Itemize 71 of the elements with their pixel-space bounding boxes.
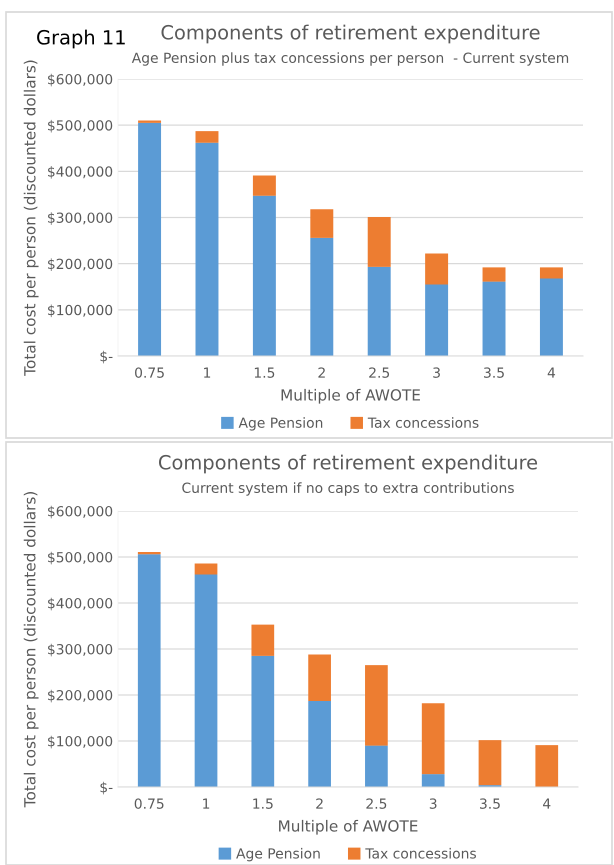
chart-title: Components of retirement expenditure [161,24,540,44]
x-tick-label: 4 [548,368,556,378]
legend-label: Age Pension [238,417,322,431]
x-tick-label: 2 [316,798,323,809]
y-tick-label: $- [100,350,112,364]
bar [478,740,502,786]
bar [540,278,563,356]
y-tick-label: $200,000 [48,258,112,271]
bar [368,217,391,267]
bar [310,238,334,356]
x-axis-title: Multiple of AWOTE [279,820,418,835]
bar [482,267,506,282]
x-tick-label: 2.5 [366,798,386,809]
bar [540,267,563,278]
chart-title: Components of retirement expenditure [158,454,538,474]
bar [138,122,162,356]
y-tick-label: $600,000 [48,506,112,518]
bar [368,266,391,356]
bar [365,746,388,787]
y-tick-label: $400,000 [48,598,112,610]
x-tick-label: 3 [430,798,436,809]
bar [422,703,445,774]
bar [425,284,448,356]
bar [138,554,161,787]
x-tick-label: 1 [204,368,210,378]
bar [310,209,334,238]
y-tick-label: $500,000 [48,120,112,132]
y-axis-title: Total cost per person (discounted dollars) [24,492,39,808]
x-tick-label: 3.5 [484,367,504,378]
y-tick-label: $- [100,782,112,794]
bar [251,656,274,787]
x-tick-label: 1 [203,798,210,809]
bar [425,254,448,284]
chart-subtitle: Current system if no caps to extra contributions [182,482,514,496]
bar [252,196,276,356]
y-axis-title: Total cost per person (discounted dollars) [24,60,39,376]
bar [196,142,218,356]
y-tick-label: $200,000 [48,690,112,702]
y-tick-label: $100,000 [48,304,112,318]
y-tick-label: $500,000 [48,552,112,564]
bar [535,745,558,787]
x-tick-label: 1.5 [254,368,274,378]
chart-subtitle: Age Pension plus tax concessions per person - Current system [132,52,568,66]
x-tick-label: 0.75 [134,798,164,809]
x-axis-title: Multiple of AWOTE [282,388,420,404]
bar [482,282,506,356]
y-tick-label: $300,000 [48,644,112,656]
bar [422,774,445,787]
x-tick-label: 1.5 [253,798,273,809]
y-tick-label: $300,000 [48,212,112,225]
bar [251,624,274,656]
x-tick-label: 0.75 [135,367,164,378]
x-tick-label: 2.5 [369,367,390,378]
bar [194,563,218,574]
bar [308,700,331,787]
bar [308,654,331,701]
bar [194,574,218,787]
x-tick-label: 3.5 [480,798,500,809]
legend-label: Age Pension [236,848,320,862]
bar [196,131,218,143]
bar [365,665,388,746]
x-tick-label: 2 [318,367,325,378]
legend-label: Tax concessions [368,417,478,428]
x-tick-label: 3 [433,367,440,378]
y-tick-label: $400,000 [48,166,112,179]
legend-label: Tax concessions [365,848,476,859]
y-tick-label: $600,000 [48,74,112,86]
bar [252,175,276,196]
caption: Graph 11 [37,30,125,48]
x-tick-label: 4 [543,798,550,809]
y-tick-label: $100,000 [48,736,112,748]
